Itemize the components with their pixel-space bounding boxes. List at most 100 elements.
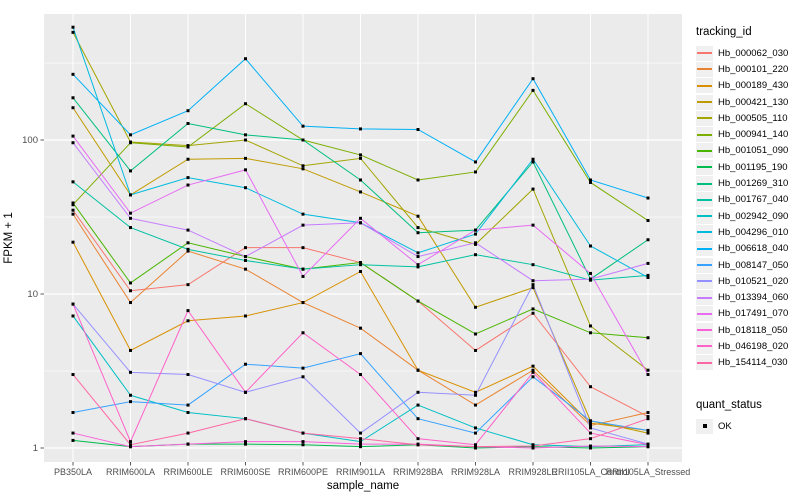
data-point (129, 400, 132, 404)
data-point (646, 417, 650, 421)
data-point (301, 212, 305, 216)
data-point (301, 375, 305, 379)
legend-key-icon (696, 127, 713, 143)
legend-key-icon (696, 290, 713, 306)
plot-panel (44, 14, 682, 462)
data-point (244, 255, 247, 259)
data-point (359, 442, 362, 446)
data-point (71, 373, 75, 377)
legend-item-label: Hb_001767_040 (718, 194, 789, 206)
data-point (244, 362, 247, 366)
data-point (129, 226, 132, 230)
data-point (359, 216, 362, 220)
data-point (531, 263, 535, 267)
x-tick-label: RRIM901LA (336, 467, 385, 477)
data-point (589, 426, 592, 430)
data-point (244, 168, 247, 172)
legend-title: tracking_id (696, 26, 752, 38)
data-point (474, 431, 477, 435)
x-tick-label: RRIM928BA (393, 467, 443, 477)
data-point (416, 251, 420, 255)
data-point (71, 180, 75, 184)
data-point (71, 431, 75, 435)
x-tick-label: RRIM600LE (163, 467, 212, 477)
data-point (129, 141, 132, 145)
data-point (244, 138, 247, 142)
data-point (186, 373, 190, 377)
legend-quant-status: quant_status OK (688, 399, 800, 434)
data-point (474, 403, 477, 407)
data-point (301, 223, 305, 227)
data-point (531, 375, 535, 379)
data-point (359, 326, 362, 330)
data-point (186, 283, 190, 287)
legend-item-Hb_006618_040: Hb_006618_040 (688, 241, 800, 257)
data-point (416, 214, 420, 218)
legend-item-label: Hb_002942_090 (718, 210, 789, 222)
data-point (589, 423, 592, 427)
data-point (531, 444, 535, 448)
data-point (646, 238, 650, 242)
y-tick-label: 1 (33, 443, 38, 454)
legend-key-icon (696, 143, 713, 159)
legend-key-icon (696, 110, 713, 126)
data-point (589, 271, 592, 275)
legend-key-icon (696, 338, 713, 354)
y-axis-title: FPKM + 1 (3, 212, 15, 263)
legend-item-label: Hb_001051_090 (718, 145, 789, 157)
data-point (359, 445, 362, 449)
data-point (589, 431, 592, 435)
data-point (531, 157, 535, 161)
legend2-title: quant_status (696, 399, 762, 411)
data-point (301, 138, 305, 142)
legend-item-Hb_001051_090: Hb_001051_090 (688, 143, 800, 159)
legend-item-Hb_000189_430: Hb_000189_430 (688, 78, 800, 94)
data-point (186, 241, 190, 245)
data-point (531, 283, 535, 287)
data-point (301, 274, 305, 278)
data-point (531, 307, 535, 311)
legend-item-Hb_010521_020: Hb_010521_020 (688, 273, 800, 289)
data-point (186, 109, 190, 113)
data-point (71, 411, 75, 415)
data-point (474, 232, 477, 236)
data-point (589, 437, 592, 441)
data-point (646, 273, 650, 277)
legend-key-icon (696, 241, 713, 257)
data-point (71, 106, 75, 110)
legend-item-Hb_000101_220: Hb_000101_220 (688, 61, 800, 77)
data-point (71, 208, 75, 212)
legend-item-label: Hb_000062_030 (718, 47, 789, 59)
data-point (244, 246, 247, 250)
data-point (359, 437, 362, 441)
legend-key-icon (696, 176, 713, 192)
data-point (301, 440, 305, 444)
legend-item-label: Hb_004296_010 (718, 226, 789, 238)
y-tick-label: 10 (27, 289, 38, 300)
data-point (474, 426, 477, 430)
data-point (416, 390, 420, 394)
data-point (244, 390, 247, 394)
data-point (531, 279, 535, 283)
data-point (589, 178, 592, 182)
data-point (531, 160, 535, 164)
data-point (416, 443, 420, 447)
legend-item-label: Hb_008147_050 (718, 259, 789, 271)
legend-item-label: Hb_017491_070 (718, 308, 789, 320)
data-point (359, 178, 362, 182)
data-point (589, 444, 592, 448)
legend-key-icon (696, 78, 713, 94)
data-point (71, 240, 75, 244)
data-point (186, 249, 190, 253)
legend-item-label: OK (718, 420, 732, 432)
legend-item-Hb_013394_060: Hb_013394_060 (688, 289, 800, 306)
data-point (531, 370, 535, 374)
data-point (244, 133, 247, 137)
data-point (186, 157, 190, 161)
data-point (186, 309, 190, 313)
data-point (359, 153, 362, 157)
data-point (531, 368, 535, 372)
data-point (474, 228, 477, 232)
data-point (474, 253, 477, 257)
